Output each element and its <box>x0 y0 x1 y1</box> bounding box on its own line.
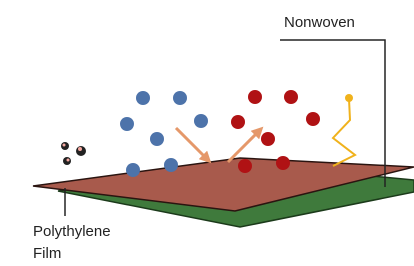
arrows <box>176 128 260 162</box>
film-label: Polythylene <box>33 223 111 240</box>
small-particles <box>61 142 86 165</box>
fiber <box>333 94 355 166</box>
nonwoven-label: Nonwoven <box>284 14 355 31</box>
diagram: Nonwoven Polythylene Film <box>0 0 414 266</box>
film-label: Film <box>33 245 61 262</box>
